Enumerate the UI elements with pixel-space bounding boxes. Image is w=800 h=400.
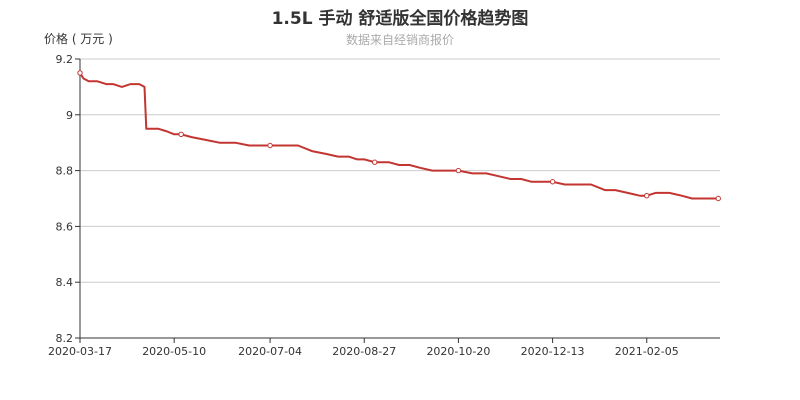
x-tick-label: 2020-12-13 [521,345,585,358]
data-point [267,142,273,149]
y-tick-label: 9.2 [56,53,74,66]
series-group [77,70,721,202]
y-tick-label: 8.6 [56,220,74,233]
data-point [644,193,650,199]
x-tick-label: 2020-07-04 [238,345,302,358]
y-tick-label: 8.2 [56,332,74,345]
x-tick-label: 2020-05-10 [142,345,206,358]
x-tick-label: 2021-02-05 [615,345,679,358]
axes [79,59,720,339]
y-tick-label: 8.4 [56,276,74,289]
x-tick-label: 2020-08-27 [332,345,396,358]
series-line [79,72,719,200]
data-point [455,167,462,174]
y-tick-label: 9 [66,109,73,122]
x-axis-ticks: 2020-03-17 2020-05-10 2020-07-04 2020-08-27… [48,338,679,358]
data-point [715,195,721,202]
y-axis-ticks: 8.2 8.4 8.6 8.8 9 9.2 [56,53,80,345]
data-point [77,70,83,76]
chart-subtitle: 数据来自经销商报价 [345,33,454,47]
data-point [372,159,378,165]
data-point [549,179,556,185]
grid-lines [80,58,720,339]
y-tick-label: 8.8 [56,165,74,178]
x-tick-label: 2020-03-17 [48,345,112,358]
chart-title: 1.5L 手动 舒适版全国价格趋势图 [271,9,529,29]
data-point [178,131,184,138]
x-tick-label: 2020-10-20 [426,345,490,358]
y-axis-label: 价格 ( 万元 ) [44,32,113,46]
